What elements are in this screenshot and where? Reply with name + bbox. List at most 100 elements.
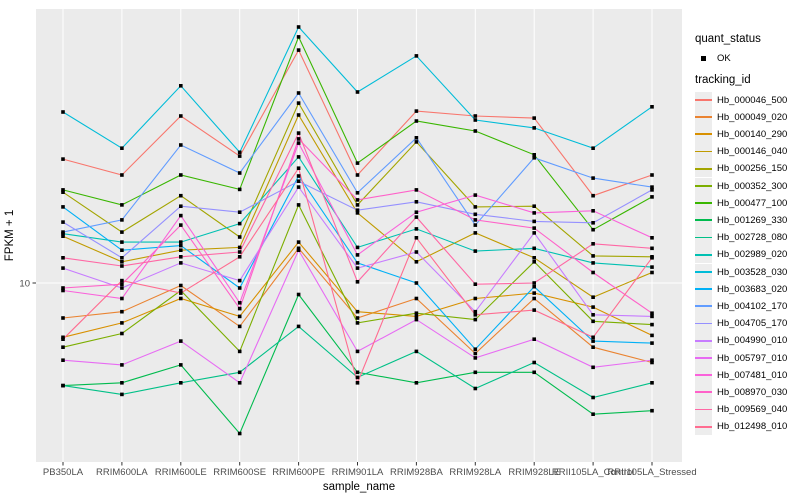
data-point xyxy=(532,370,536,375)
data-point xyxy=(532,219,536,224)
data-point xyxy=(355,381,360,385)
legend-item: Hb_000256_150 xyxy=(695,160,787,178)
data-point xyxy=(61,266,65,270)
data-point xyxy=(120,264,124,268)
data-point xyxy=(237,210,242,214)
x-tick-label: PB350LA xyxy=(43,467,84,478)
data-point xyxy=(179,381,183,385)
data-point xyxy=(355,211,360,215)
data-point xyxy=(532,246,536,251)
legend-item-label: Hb_002989_020 xyxy=(717,249,788,261)
data-point xyxy=(414,349,419,354)
data-point xyxy=(591,193,595,198)
data-point xyxy=(179,213,183,218)
data-point xyxy=(120,248,124,252)
data-point xyxy=(237,154,242,158)
data-point xyxy=(532,337,536,341)
data-point xyxy=(532,256,536,260)
legend-item-label: Hb_000140_290 xyxy=(717,128,788,140)
data-point xyxy=(296,141,301,145)
legend-item: Hb_002728_080 xyxy=(695,229,787,247)
data-point xyxy=(296,25,301,29)
y-tick-label: 10 xyxy=(19,279,30,290)
ok-point-icon xyxy=(701,55,706,61)
plot-panel xyxy=(36,9,682,462)
legend-item-label: Hb_012498_010 xyxy=(717,421,788,433)
legend-swatch-line xyxy=(695,288,712,291)
data-point xyxy=(591,242,595,246)
data-point xyxy=(179,296,183,301)
legend-swatch-line xyxy=(695,253,712,256)
data-point xyxy=(650,185,654,189)
data-point xyxy=(532,296,536,301)
legend-item: Hb_012498_010 xyxy=(695,418,787,436)
legend-key-box xyxy=(695,49,712,67)
data-point xyxy=(355,316,360,320)
data-point xyxy=(296,101,301,105)
data-point xyxy=(120,321,124,325)
x-tick-label: RRIM928LE xyxy=(508,467,560,478)
data-point xyxy=(355,161,360,165)
legend-item: Hb_007481_010 xyxy=(695,366,787,384)
data-point xyxy=(120,282,124,286)
data-point xyxy=(414,296,419,301)
data-point xyxy=(473,296,478,301)
data-point xyxy=(179,255,183,259)
data-point xyxy=(237,431,242,436)
data-point xyxy=(237,255,242,259)
data-point xyxy=(414,236,419,240)
data-point xyxy=(355,191,360,195)
data-point xyxy=(237,286,242,290)
data-point xyxy=(532,308,536,312)
legend-key-box xyxy=(695,211,712,229)
data-point xyxy=(296,179,301,183)
x-tick-label: RRII105LA_Stressed xyxy=(607,467,696,478)
x-tick-label: RRIM928LA xyxy=(449,467,501,478)
data-point xyxy=(120,286,124,290)
data-point xyxy=(237,187,242,192)
data-point xyxy=(591,412,595,416)
legend-swatch-line xyxy=(695,271,712,273)
legend: quant_status OK tracking_id Hb_000046_500 Hb… xyxy=(690,0,800,500)
data-point xyxy=(532,291,536,295)
legend-title-tracking-id: tracking_id xyxy=(695,74,751,86)
data-point xyxy=(532,211,536,215)
data-point xyxy=(296,137,301,141)
data-point xyxy=(179,143,183,147)
data-point xyxy=(650,265,654,269)
legend-key-box xyxy=(695,125,712,143)
data-point xyxy=(61,256,65,260)
data-point xyxy=(120,146,124,150)
data-point xyxy=(296,113,301,117)
data-point xyxy=(591,254,595,258)
legend-key-box xyxy=(695,143,712,161)
data-point xyxy=(61,157,65,161)
legend-item: Hb_000140_290 xyxy=(695,125,787,143)
legend-key-box xyxy=(695,246,712,264)
legend-swatch-line xyxy=(695,150,712,153)
data-point xyxy=(650,256,654,260)
data-point xyxy=(355,375,360,380)
legend-item-label: Hb_004990_010 xyxy=(717,335,788,347)
legend-key-box xyxy=(695,280,712,298)
legend-item-label: Hb_000352_300 xyxy=(717,180,788,192)
data-point xyxy=(296,91,301,95)
data-point xyxy=(237,171,242,175)
data-point xyxy=(650,322,654,327)
data-point xyxy=(473,313,478,317)
x-tick-label: RRIM600PE xyxy=(272,467,325,478)
data-point xyxy=(650,188,654,192)
data-point xyxy=(532,226,536,230)
data-point xyxy=(473,193,478,197)
data-point xyxy=(61,188,65,192)
data-point xyxy=(355,173,360,177)
legend-item-label: Hb_000477_100 xyxy=(717,197,788,209)
data-point xyxy=(179,243,183,248)
data-point xyxy=(355,280,360,284)
data-point xyxy=(414,250,419,254)
x-tick-label: RRIM928BA xyxy=(390,467,443,478)
data-point xyxy=(120,256,124,260)
data-point xyxy=(237,381,242,385)
legend-swatch-line xyxy=(695,322,712,325)
